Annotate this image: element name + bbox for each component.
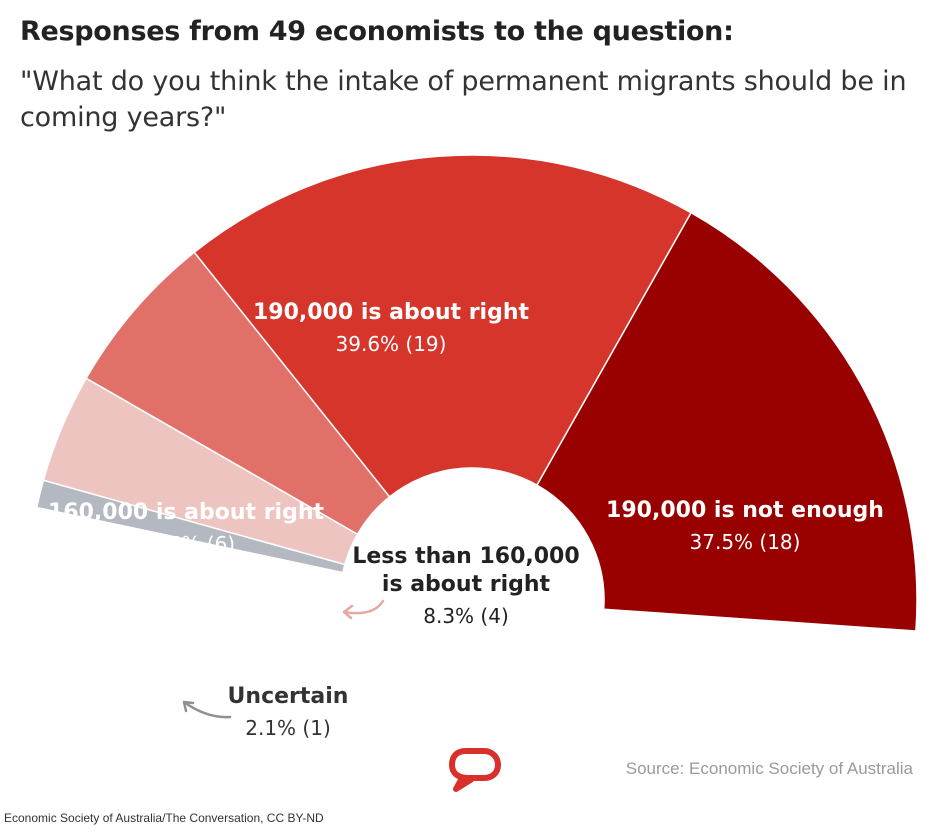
chart-title: Responses from 49 economists to the ques… — [20, 16, 734, 47]
slice-label-less-than-160k: Less than 160,000 — [352, 544, 579, 569]
slice-label-190k-about-right: 190,000 is about right — [253, 300, 530, 325]
source-note: Source: Economic Society of Australia — [626, 759, 914, 778]
slice-value-160k-about-right: 12.5% (6) — [137, 532, 235, 556]
slice-label-uncertain: Uncertain — [228, 684, 349, 709]
slice-label-less-than-160k: is about right — [382, 572, 551, 597]
uncertain-arrow — [182, 700, 232, 719]
slice-4 — [535, 211, 918, 632]
slice-label-190k-not-enough: 190,000 is not enough — [606, 498, 884, 523]
slice-value-less-than-160k: 8.3% (4) — [423, 604, 509, 628]
slice-value-190k-about-right: 39.6% (19) — [336, 332, 447, 356]
image-credit: Economic Society of Australia/The Conver… — [4, 811, 324, 825]
slice-label-160k-about-right: 160,000 is about right — [48, 500, 325, 525]
slice-value-uncertain: 2.1% (1) — [245, 716, 331, 740]
slice-value-190k-not-enough: 37.5% (18) — [690, 530, 801, 554]
the-conversation-logo-icon — [449, 748, 501, 792]
semi-donut-chart: Uncertain 2.1% (1) Less than 160,000 is abo… — [35, 154, 918, 792]
chart-subtitle: "What do you think the intake of permane… — [20, 66, 907, 133]
slice-3 — [193, 154, 693, 498]
chart-card: Responses from 49 economists to the ques… — [20, 16, 918, 792]
less-than-160k-arrow — [342, 599, 385, 620]
